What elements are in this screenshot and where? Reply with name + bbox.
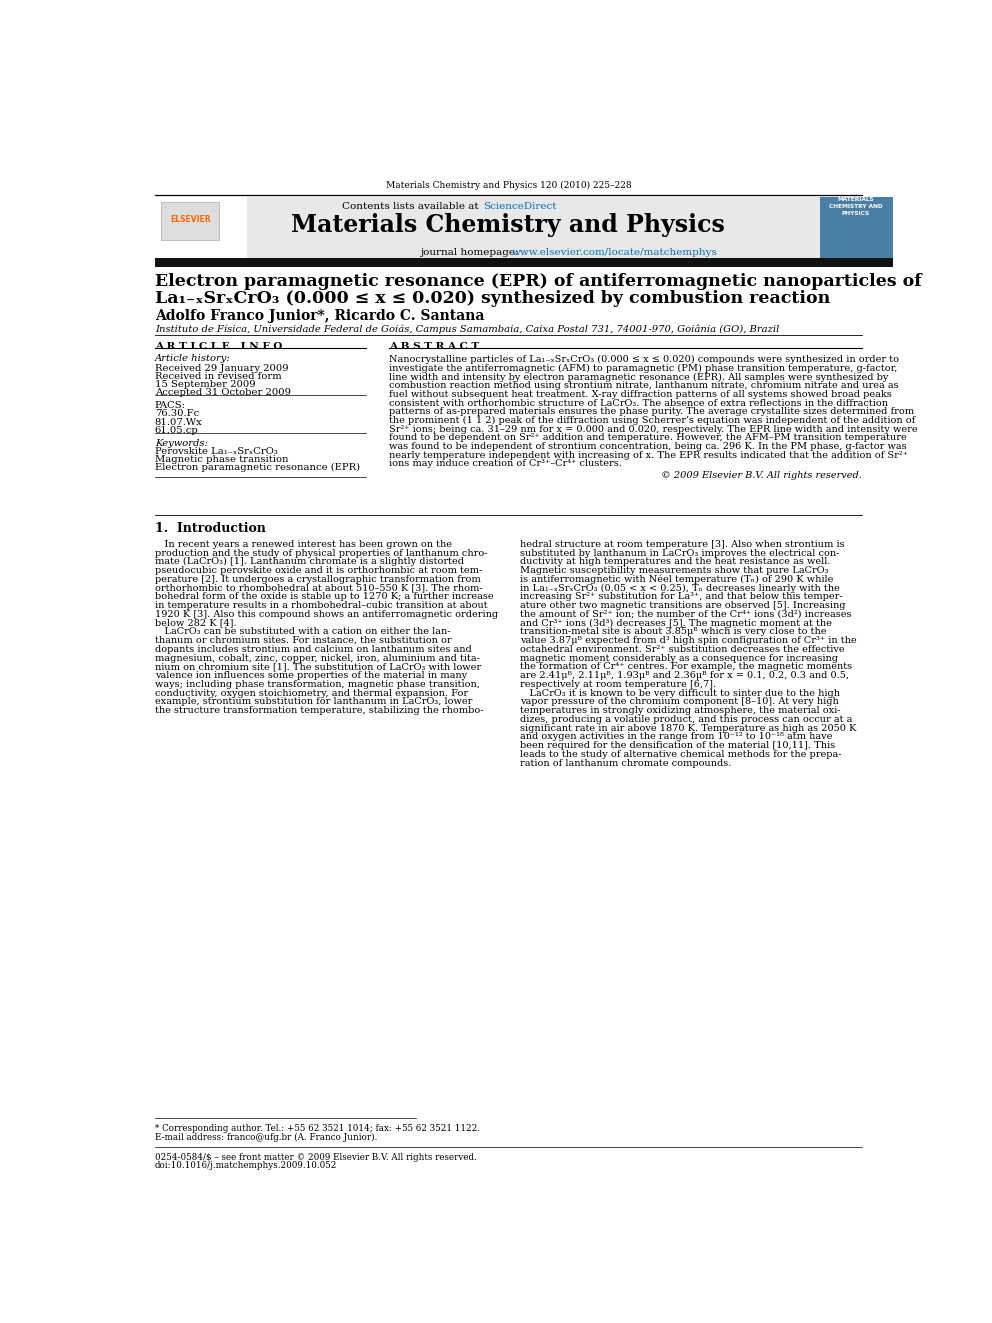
Text: 1920 K [3]. Also this compound shows an antiferromagnetic ordering: 1920 K [3]. Also this compound shows an … <box>155 610 498 619</box>
Text: in La₁₋ₓSrₓCrO₃ (0.05 < x < 0.25), Tₙ decreases linearly with the: in La₁₋ₓSrₓCrO₃ (0.05 < x < 0.25), Tₙ de… <box>520 583 839 593</box>
Text: 1.  Introduction: 1. Introduction <box>155 523 266 536</box>
Text: Contents lists available at: Contents lists available at <box>341 201 481 210</box>
Text: magnesium, cobalt, zinc, copper, nickel, iron, aluminium and tita-: magnesium, cobalt, zinc, copper, nickel,… <box>155 654 479 663</box>
Text: La₁₋ₓSrₓCrO₃ (0.000 ≤ x ≤ 0.020) synthesized by combustion reaction: La₁₋ₓSrₓCrO₃ (0.000 ≤ x ≤ 0.020) synthes… <box>155 290 830 307</box>
Text: is antiferromagnetic with Néel temperature (Tₙ) of 290 K while: is antiferromagnetic with Néel temperatu… <box>520 574 833 585</box>
Text: and oxygen activities in the range from 10⁻¹² to 10⁻¹⁸ atm have: and oxygen activities in the range from … <box>520 733 832 741</box>
Text: transition-metal site is about 3.85μᴮ which is very close to the: transition-metal site is about 3.85μᴮ wh… <box>520 627 826 636</box>
Text: Keywords:: Keywords: <box>155 439 207 448</box>
Text: Received in revised form: Received in revised form <box>155 372 282 381</box>
Text: Received 29 January 2009: Received 29 January 2009 <box>155 364 289 373</box>
Text: LaCrO₃ it is known to be very difficult to sinter due to the high: LaCrO₃ it is known to be very difficult … <box>520 689 840 697</box>
Text: and Cr³⁺ ions (3d³) decreases [5]. The magnetic moment at the: and Cr³⁺ ions (3d³) decreases [5]. The m… <box>520 619 832 627</box>
Text: perature [2]. It undergoes a crystallographic transformation from: perature [2]. It undergoes a crystallogr… <box>155 574 480 583</box>
Text: was found to be independent of strontium concentration, being ca. 296 K. In the : was found to be independent of strontium… <box>389 442 907 451</box>
Text: found to be dependent on Sr²⁺ addition and temperature. However, the AFM–PM tran: found to be dependent on Sr²⁺ addition a… <box>389 434 907 442</box>
Text: dopants includes strontium and calcium on lanthanum sites and: dopants includes strontium and calcium o… <box>155 644 471 654</box>
Text: vapor pressure of the chromium component [8–10]. At very high: vapor pressure of the chromium component… <box>520 697 838 706</box>
Text: ions may induce creation of Cr³⁺–Cr⁴⁺ clusters.: ions may induce creation of Cr³⁺–Cr⁴⁺ cl… <box>389 459 622 468</box>
Text: Electron paramagnetic resonance (EPR): Electron paramagnetic resonance (EPR) <box>155 463 360 472</box>
Text: orthorhombic to rhombohedral at about 510–550 K [3]. The rhom-: orthorhombic to rhombohedral at about 51… <box>155 583 482 593</box>
Text: dizes, producing a volatile product, and this process can occur at a: dizes, producing a volatile product, and… <box>520 714 852 724</box>
Text: Article history:: Article history: <box>155 355 230 364</box>
Text: * Corresponding author. Tel.: +55 62 3521 1014; fax: +55 62 3521 1122.: * Corresponding author. Tel.: +55 62 352… <box>155 1125 480 1134</box>
Text: 76.30.Fc: 76.30.Fc <box>155 409 199 418</box>
Text: example, strontium substitution for lanthanum in LaCrO₃, lower: example, strontium substitution for lant… <box>155 697 472 706</box>
Text: ways; including phase transformation, magnetic phase transition,: ways; including phase transformation, ma… <box>155 680 479 689</box>
Text: conductivity, oxygen stoichiometry, and thermal expansion. For: conductivity, oxygen stoichiometry, and … <box>155 689 468 697</box>
Bar <box>819 197 893 261</box>
Text: ration of lanthanum chromate compounds.: ration of lanthanum chromate compounds. <box>520 759 731 767</box>
Text: Perovskite La₁₋ₓSrₓCrO₃: Perovskite La₁₋ₓSrₓCrO₃ <box>155 447 278 456</box>
Text: valence ion influences some properties of the material in many: valence ion influences some properties o… <box>155 671 467 680</box>
Text: Accepted 31 October 2009: Accepted 31 October 2009 <box>155 388 291 397</box>
Bar <box>155 197 819 261</box>
Text: Adolfo Franco Junior*, Ricardo C. Santana: Adolfo Franco Junior*, Ricardo C. Santan… <box>155 308 484 323</box>
Text: in temperature results in a rhombohedral–cubic transition at about: in temperature results in a rhombohedral… <box>155 601 487 610</box>
Text: combustion reaction method using strontium nitrate, lanthanum nitrate, chromium : combustion reaction method using stronti… <box>389 381 899 390</box>
Text: investigate the antiferromagnetic (AFM) to paramagnetic (PM) phase transition te: investigate the antiferromagnetic (AFM) … <box>389 364 898 373</box>
Text: www.elsevier.com/locate/matchemphys: www.elsevier.com/locate/matchemphys <box>512 249 718 258</box>
Text: nium on chromium site [1]. The substitution of LaCrO₃ with lower: nium on chromium site [1]. The substitut… <box>155 663 481 671</box>
Text: production and the study of physical properties of lanthanum chro-: production and the study of physical pro… <box>155 549 487 557</box>
Text: ScienceDirect: ScienceDirect <box>483 201 557 210</box>
Text: the prominent (1 1 2) peak of the diffraction using Scherrer’s equation was inde: the prominent (1 1 2) peak of the diffra… <box>389 415 916 425</box>
Text: Instituto de Física, Universidade Federal de Goiás, Campus Samambaia, Caixa Post: Instituto de Física, Universidade Federa… <box>155 325 779 335</box>
Text: MATERIALS
CHEMISTRY AND
PHYSICS: MATERIALS CHEMISTRY AND PHYSICS <box>829 197 883 216</box>
Text: 15 September 2009: 15 September 2009 <box>155 380 255 389</box>
Text: magnetic moment considerably as a consequence for increasing: magnetic moment considerably as a conseq… <box>520 654 838 663</box>
Text: ductivity at high temperatures and the heat resistance as well.: ductivity at high temperatures and the h… <box>520 557 830 566</box>
Text: doi:10.1016/j.matchemphys.2009.10.052: doi:10.1016/j.matchemphys.2009.10.052 <box>155 1162 337 1170</box>
Text: mate (LaCrO₃) [1]. Lanthanum chromate is a slightly distorted: mate (LaCrO₃) [1]. Lanthanum chromate is… <box>155 557 463 566</box>
Text: nearly temperature independent with increasing of x. The EPR results indicated t: nearly temperature independent with incr… <box>389 451 908 459</box>
Text: Materials Chemistry and Physics 120 (2010) 225–228: Materials Chemistry and Physics 120 (201… <box>386 181 631 191</box>
Text: E-mail address: franco@ufg.br (A. Franco Junior).: E-mail address: franco@ufg.br (A. Franco… <box>155 1132 377 1142</box>
Text: 81.07.Wx: 81.07.Wx <box>155 418 202 426</box>
Text: the amount of Sr²⁺ ion; the number of the Cr⁴⁺ ions (3d²) increases: the amount of Sr²⁺ ion; the number of th… <box>520 610 851 619</box>
Text: fuel without subsequent heat treatment. X-ray diffraction patterns of all system: fuel without subsequent heat treatment. … <box>389 390 892 400</box>
Text: A R T I C L E   I N F O: A R T I C L E I N F O <box>155 343 282 351</box>
Text: thanum or chromium sites. For instance, the substitution or: thanum or chromium sites. For instance, … <box>155 636 451 646</box>
Text: A B S T R A C T: A B S T R A C T <box>389 343 479 351</box>
Text: © 2009 Elsevier B.V. All rights reserved.: © 2009 Elsevier B.V. All rights reserved… <box>662 471 862 480</box>
Text: hedral structure at room temperature [3]. Also when strontium is: hedral structure at room temperature [3]… <box>520 540 844 549</box>
Text: leads to the study of alternative chemical methods for the prepa-: leads to the study of alternative chemic… <box>520 750 841 759</box>
Text: journal homepage:: journal homepage: <box>420 249 522 258</box>
Text: value 3.87μᴮ expected from d³ high spin configuration of Cr³⁺ in the: value 3.87μᴮ expected from d³ high spin … <box>520 636 856 646</box>
Text: substituted by lanthanum in LaCrO₃ improves the electrical con-: substituted by lanthanum in LaCrO₃ impro… <box>520 549 839 557</box>
Text: consistent with orthorhombic structure of LaCrO₃. The absence of extra reflectio: consistent with orthorhombic structure o… <box>389 398 888 407</box>
Text: respectively at room temperature [6,7].: respectively at room temperature [6,7]. <box>520 680 716 689</box>
Text: Electron paramagnetic resonance (EPR) of antiferromagnetic nanoparticles of: Electron paramagnetic resonance (EPR) of… <box>155 273 922 290</box>
Text: are 2.41μᴮ, 2.11μᴮ, 1.93μᴮ and 2.36μᴮ for x = 0.1, 0.2, 0.3 and 0.5,: are 2.41μᴮ, 2.11μᴮ, 1.93μᴮ and 2.36μᴮ fo… <box>520 671 849 680</box>
Text: below 282 K [4].: below 282 K [4]. <box>155 619 236 627</box>
Text: 0254-0584/$ – see front matter © 2009 Elsevier B.V. All rights reserved.: 0254-0584/$ – see front matter © 2009 El… <box>155 1154 476 1162</box>
Text: ELSEVIER: ELSEVIER <box>170 216 210 225</box>
Bar <box>161 201 218 241</box>
Text: 61.05.cp: 61.05.cp <box>155 426 198 435</box>
Text: LaCrO₃ can be substituted with a cation on either the lan-: LaCrO₃ can be substituted with a cation … <box>155 627 450 636</box>
Text: significant rate in air above 1870 K. Temperature as high as 2050 K: significant rate in air above 1870 K. Te… <box>520 724 856 733</box>
Text: the structure transformation temperature, stabilizing the rhombo-: the structure transformation temperature… <box>155 706 483 716</box>
Text: patterns of as-prepared materials ensures the phase purity. The average crystall: patterns of as-prepared materials ensure… <box>389 407 915 417</box>
Text: ature other two magnetic transitions are observed [5]. Increasing: ature other two magnetic transitions are… <box>520 601 845 610</box>
Text: Sr²⁺ ions; being ca. 31–29 nm for x = 0.000 and 0.020, respectively. The EPR lin: Sr²⁺ ions; being ca. 31–29 nm for x = 0.… <box>389 425 918 434</box>
Text: PACS:: PACS: <box>155 401 186 410</box>
Text: the formation of Cr⁴⁺ centres. For example, the magnetic moments: the formation of Cr⁴⁺ centres. For examp… <box>520 663 852 671</box>
Text: line width and intensity by electron paramagnetic resonance (EPR). All samples w: line width and intensity by electron par… <box>389 373 889 382</box>
Text: bohedral form of the oxide is stable up to 1270 K; a further increase: bohedral form of the oxide is stable up … <box>155 593 493 602</box>
Bar <box>155 258 893 267</box>
Text: Nanocrystalline particles of La₁₋ₓSrₓCrO₃ (0.000 ≤ x ≤ 0.020) compounds were syn: Nanocrystalline particles of La₁₋ₓSrₓCrO… <box>389 356 899 365</box>
Text: been required for the densification of the material [10,11]. This: been required for the densification of t… <box>520 741 835 750</box>
Text: Magnetic phase transition: Magnetic phase transition <box>155 455 289 464</box>
Text: temperatures in strongly oxidizing atmosphere, the material oxi-: temperatures in strongly oxidizing atmos… <box>520 706 840 716</box>
Text: Materials Chemistry and Physics: Materials Chemistry and Physics <box>292 213 725 237</box>
Bar <box>155 197 247 261</box>
Text: In recent years a renewed interest has been grown on the: In recent years a renewed interest has b… <box>155 540 451 549</box>
Text: Magnetic susceptibility measurements show that pure LaCrO₃: Magnetic susceptibility measurements sho… <box>520 566 828 576</box>
Text: increasing Sr²⁺ substitution for La³⁺, and that below this temper-: increasing Sr²⁺ substitution for La³⁺, a… <box>520 593 842 602</box>
Text: octahedral environment. Sr²⁺ substitution decreases the effective: octahedral environment. Sr²⁺ substitutio… <box>520 644 844 654</box>
Text: pseudocubic perovskite oxide and it is orthorhombic at room tem-: pseudocubic perovskite oxide and it is o… <box>155 566 482 576</box>
